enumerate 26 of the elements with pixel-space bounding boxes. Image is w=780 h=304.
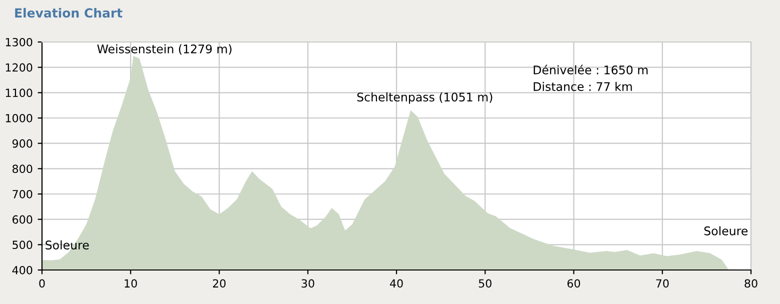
x-tick-label: 50 [478,279,492,288]
y-tick-label: 800 [12,164,32,174]
annotation: Weissenstein (1279 m) [97,44,232,55]
annotation: Soleure [46,240,89,250]
x-tick-label: 20 [212,279,226,288]
y-tick-label: 1300 [6,38,32,46]
y-tick-label: 900 [12,139,32,148]
y-tick-label: 1000 [6,114,32,122]
x-tick-label: 40 [390,279,403,288]
x-tick-label: 10 [124,279,137,288]
x-tick-label: 70 [656,279,669,288]
annotation: Scheltenpass (1051 m) [357,92,492,104]
y-tick-label: 500 [12,240,32,250]
y-tick-label: 600 [12,215,32,224]
y-tick-label: 700 [12,190,32,198]
annotation: Dénivelée : 1650 m [534,64,648,74]
chart-title: Elevation Chart [15,8,122,18]
y-tick-label: 400 [12,266,32,274]
y-tick-label: 1200 [6,63,32,72]
annotation: Distance : 77 km [534,82,632,92]
x-tick-label: 0 [39,279,45,288]
x-tick-label: 80 [744,279,758,288]
x-tick-label: 60 [567,279,580,288]
x-tick-label: 30 [302,279,314,288]
annotation: Soleure [704,226,748,236]
y-tick-label: 1100 [6,88,32,98]
